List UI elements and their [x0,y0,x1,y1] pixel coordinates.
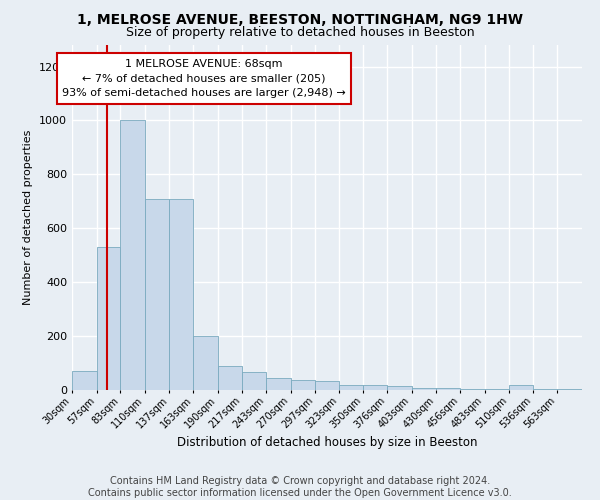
Bar [193,336,218,390]
Bar [533,389,557,390]
Bar [169,198,193,390]
Text: Size of property relative to detached houses in Beeston: Size of property relative to detached ho… [125,26,475,39]
Bar [412,388,436,390]
Y-axis label: Number of detached properties: Number of detached properties [23,130,34,305]
Bar [97,247,120,390]
X-axis label: Distribution of detached houses by size in Beeston: Distribution of detached houses by size … [177,436,477,449]
Bar [436,388,460,390]
Bar [242,372,266,390]
Bar [509,384,533,390]
Bar [387,386,412,390]
Text: 1, MELROSE AVENUE, BEESTON, NOTTINGHAM, NG9 1HW: 1, MELROSE AVENUE, BEESTON, NOTTINGHAM, … [77,12,523,26]
Bar [460,388,485,390]
Bar [120,120,145,390]
Bar [557,389,582,390]
Bar [315,382,339,390]
Text: Contains HM Land Registry data © Crown copyright and database right 2024.
Contai: Contains HM Land Registry data © Crown c… [88,476,512,498]
Bar [72,371,97,390]
Bar [339,384,364,390]
Bar [485,388,509,390]
Text: 1 MELROSE AVENUE: 68sqm
← 7% of detached houses are smaller (205)
93% of semi-de: 1 MELROSE AVENUE: 68sqm ← 7% of detached… [62,59,346,98]
Bar [266,378,290,390]
Bar [218,366,242,390]
Bar [290,380,315,390]
Bar [364,384,387,390]
Bar [145,198,169,390]
